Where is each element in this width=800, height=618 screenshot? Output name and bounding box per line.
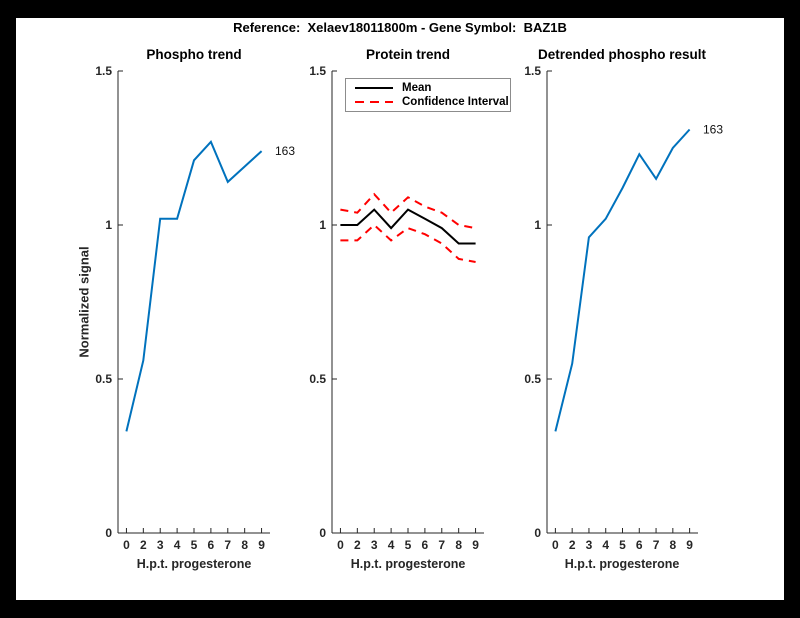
x-tick-label: 3 (371, 538, 378, 552)
legend-item-confidence-interval: Confidence Interval (355, 96, 510, 108)
data-line-mean (340, 208, 476, 245)
x-tick-label: 9 (686, 538, 693, 552)
x-tick-label: 6 (636, 538, 643, 552)
x-tick-label: 6 (208, 538, 215, 552)
x-tick-label: 3 (157, 538, 164, 552)
data-line-confidence-interval-lower (340, 223, 476, 263)
x-tick-label: 6 (422, 538, 429, 552)
x-tick-label: 0 (123, 538, 130, 552)
y-tick-label: 0 (534, 526, 541, 540)
x-tick-label: 0 (552, 538, 559, 552)
x-tick-label: 2 (569, 538, 576, 552)
x-tick-label: 0 (337, 538, 344, 552)
y-tick-label: 1.5 (95, 64, 112, 78)
x-tick-label: 5 (191, 538, 198, 552)
x-tick-label: 5 (405, 538, 412, 552)
y-tick-label: 0 (105, 526, 112, 540)
y-tick-label: 1 (534, 218, 541, 232)
x-tick-label: 8 (455, 538, 462, 552)
subplot3-xlabel: H.p.t. progesterone (564, 557, 680, 571)
y-tick-label: 1 (105, 218, 112, 232)
mean-line-sample (355, 86, 393, 90)
legend-label-confidence-interval: Confidence Interval (402, 96, 509, 108)
legend-label-mean: Mean (402, 82, 432, 94)
x-tick-label: 8 (669, 538, 676, 552)
subplot2-title: Protein trend (365, 47, 451, 62)
x-tick-label: 2 (354, 538, 361, 552)
x-tick-label: 4 (174, 538, 181, 552)
subplot1-ylabel: Normalized signal (76, 246, 92, 358)
series-end-label: 163 (275, 144, 295, 158)
legend-item-mean: Mean (355, 82, 510, 94)
y-tick-label: 0 (319, 526, 326, 540)
x-tick-label: 8 (241, 538, 248, 552)
y-tick-label: 1.5 (309, 64, 326, 78)
figure-title: Reference: Xelaev18011800m - Gene Symbol… (233, 20, 567, 35)
subplot1-xlabel: H.p.t. progesterone (136, 557, 252, 571)
y-tick-label: 0.5 (309, 372, 326, 386)
subplot1-title: Phospho trend (146, 47, 242, 62)
x-tick-label: 4 (388, 538, 395, 552)
y-tick-label: 0.5 (95, 372, 112, 386)
data-line-detrended-phospho-signal (554, 128, 691, 432)
x-tick-label: 7 (438, 538, 445, 552)
subplot3-title: Detrended phospho result (537, 47, 707, 62)
y-tick-label: 1.5 (524, 64, 541, 78)
x-tick-label: 7 (653, 538, 660, 552)
subplot2-xlabel: H.p.t. progesterone (350, 557, 466, 571)
x-tick-label: 4 (602, 538, 609, 552)
series-end-label: 163 (703, 123, 723, 137)
x-tick-label: 2 (140, 538, 147, 552)
y-tick-label: 0.5 (524, 372, 541, 386)
x-tick-label: 7 (224, 538, 231, 552)
data-line-phospho-signal (125, 139, 263, 432)
subplot-2: 00.511.50 2 3 4 5 6 7 8 9 (309, 64, 484, 552)
figure-canvas (16, 18, 784, 600)
confidence-interval-line-sample (355, 100, 393, 104)
x-tick-label: 9 (472, 538, 479, 552)
legend: Mean Confidence Interval (345, 78, 511, 112)
x-tick-label: 9 (258, 538, 265, 552)
y-tick-label: 1 (319, 218, 326, 232)
x-tick-label: 5 (619, 538, 626, 552)
data-line-confidence-interval-upper (340, 192, 476, 230)
x-tick-label: 3 (586, 538, 593, 552)
